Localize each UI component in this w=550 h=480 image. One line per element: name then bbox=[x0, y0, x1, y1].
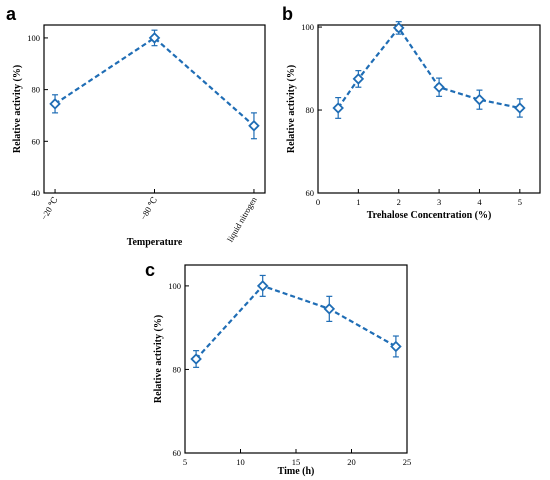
y-tick-label: 60 bbox=[306, 188, 315, 198]
y-axis-label: Relative activity (%) bbox=[153, 315, 164, 403]
x-tick-label: 20 bbox=[347, 457, 356, 467]
y-tick-label: 60 bbox=[32, 136, 41, 146]
y-tick-label: 80 bbox=[173, 364, 182, 374]
y-tick-label: 100 bbox=[168, 281, 181, 291]
x-tick-label: 5 bbox=[183, 457, 187, 467]
panel-b-chart: b 60 80 100 0 1 2 3 4 5 Trehalose Concentration (%… bbox=[282, 4, 541, 221]
x-tick-label: 2 bbox=[397, 197, 401, 207]
data-point bbox=[473, 93, 486, 106]
plot-frame bbox=[184, 264, 408, 454]
x-tick-label: 4 bbox=[477, 197, 482, 207]
series-line bbox=[195, 284, 397, 360]
data-point bbox=[248, 120, 260, 132]
data-point bbox=[352, 73, 365, 85]
y-axis-label: Relative activity (%) bbox=[12, 65, 23, 153]
data-point bbox=[332, 102, 344, 114]
x-tick-label: liquid nitrogen bbox=[225, 194, 259, 243]
x-tick-label: −20 ℃ bbox=[39, 195, 60, 222]
panel-c-chart: c 60 80 100 5 10 15 20 25 Time (h) Relative activi… bbox=[145, 260, 411, 477]
x-tick-label: 3 bbox=[437, 197, 441, 207]
panel-a-chart: a 40 60 80 100 −20 ℃ −80 ℃ liquid nitrogen Tempe… bbox=[6, 4, 266, 248]
y-tick-label: 60 bbox=[173, 448, 182, 458]
x-tick-label: 10 bbox=[236, 457, 245, 467]
y-tick-label: 100 bbox=[301, 22, 314, 32]
x-tick-label: 15 bbox=[292, 457, 301, 467]
panel-letter: c bbox=[145, 260, 155, 280]
x-tick-label: −80 ℃ bbox=[138, 195, 159, 222]
data-point bbox=[148, 32, 161, 44]
x-axis-label: Trehalose Concentration (%) bbox=[367, 210, 492, 221]
data-point bbox=[433, 81, 445, 93]
panel-letter: a bbox=[6, 4, 17, 24]
x-axis-label: Temperature bbox=[127, 237, 183, 248]
x-tick-label: 5 bbox=[518, 197, 522, 207]
data-point bbox=[190, 353, 202, 365]
x-axis-label: Time (h) bbox=[278, 466, 315, 477]
y-tick-label: 40 bbox=[32, 188, 41, 198]
plot-frame bbox=[317, 24, 541, 194]
x-tick-label: 25 bbox=[403, 457, 412, 467]
data-point bbox=[390, 340, 402, 353]
y-tick-label: 100 bbox=[27, 33, 40, 43]
y-axis-label: Relative activity (%) bbox=[286, 65, 297, 153]
x-tick-label: 0 bbox=[316, 197, 320, 207]
y-tick-label: 80 bbox=[32, 85, 41, 95]
data-point bbox=[514, 102, 526, 114]
data-point bbox=[392, 22, 405, 34]
x-tick-label: 1 bbox=[356, 197, 360, 207]
plot-frame bbox=[43, 24, 266, 194]
panel-letter: b bbox=[282, 4, 293, 24]
data-point bbox=[323, 303, 336, 315]
data-point bbox=[256, 280, 269, 292]
y-tick-label: 80 bbox=[306, 105, 315, 115]
data-point bbox=[49, 98, 61, 110]
series-line bbox=[337, 26, 521, 110]
series-line bbox=[54, 36, 255, 127]
